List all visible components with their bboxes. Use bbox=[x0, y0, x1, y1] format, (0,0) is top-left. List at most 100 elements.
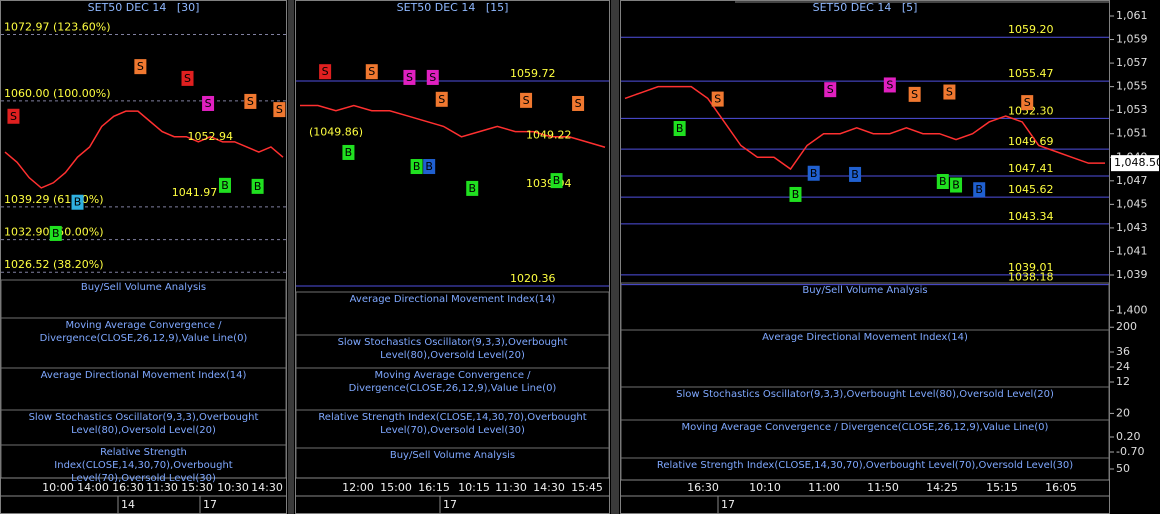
signal-label: B bbox=[975, 183, 983, 196]
y-tick-label: 1,055 bbox=[1116, 80, 1148, 93]
price-line bbox=[300, 104, 606, 148]
indicator-title: Slow Stochastics Oscillator(9,3,3),Overb… bbox=[337, 337, 568, 361]
level-label: 1039.01 bbox=[1008, 261, 1054, 274]
time-label: 11:30 bbox=[495, 481, 527, 494]
signal-label: S bbox=[714, 93, 721, 106]
last-price-label: 1,048.50 bbox=[1114, 156, 1160, 169]
level-label: 1038.18 bbox=[1008, 271, 1054, 284]
signal-marker bbox=[134, 59, 147, 75]
signal-label: S bbox=[205, 97, 212, 110]
signal-marker bbox=[218, 177, 231, 193]
y-tick-label: 24 bbox=[1116, 360, 1130, 373]
y-tick-label: -0.70 bbox=[1116, 445, 1144, 458]
signal-marker bbox=[943, 84, 956, 100]
date-label: 17 bbox=[721, 498, 735, 511]
time-label: 14:00 bbox=[77, 481, 109, 494]
time-label: 14:25 bbox=[926, 481, 958, 494]
y-tick-label: 1,059 bbox=[1116, 33, 1148, 46]
signal-label: S bbox=[10, 110, 17, 123]
indicator-title: Relative Strength Index(CLOSE,14,30,70),… bbox=[54, 447, 233, 484]
time-label: 14:30 bbox=[251, 481, 283, 494]
y-tick-label: 1,043 bbox=[1116, 221, 1148, 234]
level-label: 1043.34 bbox=[1008, 210, 1054, 223]
y-tick-label: 36 bbox=[1116, 345, 1130, 358]
signal-marker bbox=[7, 108, 20, 124]
time-label: 10:00 bbox=[42, 481, 74, 494]
indicator-title: Slow Stochastics Oscillator(9,3,3),Overb… bbox=[676, 389, 1054, 400]
price-note: 1039.94 bbox=[526, 177, 572, 190]
time-label: 10:30 bbox=[217, 481, 249, 494]
signal-marker bbox=[883, 77, 896, 93]
splitter[interactable] bbox=[288, 0, 294, 514]
date-label: 17 bbox=[443, 498, 457, 511]
signal-marker bbox=[936, 173, 949, 189]
price-note: (1049.86) bbox=[309, 125, 363, 138]
signal-label: S bbox=[827, 83, 834, 96]
signal-label: S bbox=[406, 71, 413, 84]
y-tick-label: 1,047 bbox=[1116, 174, 1148, 187]
time-label: 16:30 bbox=[112, 481, 144, 494]
splitter[interactable] bbox=[611, 0, 619, 514]
level-label: 1060.00 (100.00%) bbox=[4, 87, 111, 100]
y-tick-label: 1,053 bbox=[1116, 103, 1148, 116]
y-tick-label: 12 bbox=[1116, 375, 1130, 388]
signal-label: S bbox=[946, 86, 953, 99]
panel-title: SET50 DEC 14 [30] bbox=[88, 1, 200, 14]
signal-marker bbox=[520, 92, 533, 108]
signal-label: B bbox=[468, 182, 476, 195]
last-price-tag bbox=[1111, 155, 1159, 172]
indicator-title: Slow Stochastics Oscillator(9,3,3),Overb… bbox=[28, 412, 259, 436]
indicator-title: Average Directional Movement Index(14) bbox=[762, 332, 968, 343]
signal-marker bbox=[71, 194, 84, 210]
signal-marker bbox=[319, 64, 332, 80]
level-label: 1052.30 bbox=[1008, 104, 1054, 117]
price-note: 1049.22 bbox=[526, 129, 572, 142]
signal-label: S bbox=[137, 60, 144, 73]
y-tick-label: 1,057 bbox=[1116, 56, 1148, 69]
time-label: 15:30 bbox=[181, 481, 213, 494]
indicator-title: Average Directional Movement Index(14) bbox=[349, 294, 556, 305]
signal-marker bbox=[435, 91, 448, 107]
y-tick-label: 1,039 bbox=[1116, 268, 1148, 281]
panel-title: SET50 DEC 14 [5] bbox=[813, 1, 918, 14]
signal-marker bbox=[423, 159, 436, 175]
signal-label: B bbox=[254, 180, 262, 193]
level-label: 1055.47 bbox=[1008, 67, 1054, 80]
indicator-title: Moving Average Convergence / Divergence(… bbox=[681, 422, 1049, 433]
level-label: 1047.41 bbox=[1008, 162, 1054, 175]
price-note: 1041.97 bbox=[172, 186, 218, 199]
level-label: 1020.36 bbox=[510, 272, 556, 285]
indicator-title: Moving Average Convergence / Divergence(… bbox=[39, 320, 248, 344]
signal-marker bbox=[181, 70, 194, 86]
signal-label: S bbox=[322, 65, 329, 78]
time-label: 12:00 bbox=[342, 481, 374, 494]
y-tick-label: 50 bbox=[1116, 462, 1130, 475]
signal-marker bbox=[466, 180, 479, 196]
signal-label: B bbox=[939, 175, 947, 188]
y-tick-label: 1,061 bbox=[1116, 9, 1148, 22]
signal-label: B bbox=[792, 188, 800, 201]
signal-marker bbox=[572, 95, 585, 111]
indicator-title: Buy/Sell Volume Analysis bbox=[80, 282, 207, 293]
indicator-title: Relative Strength Index(CLOSE,14,30,70),… bbox=[318, 412, 587, 436]
signal-label: S bbox=[184, 72, 191, 85]
signal-marker bbox=[908, 86, 921, 102]
signal-label: S bbox=[911, 88, 918, 101]
signal-label: B bbox=[52, 227, 60, 240]
level-label: 1049.69 bbox=[1008, 135, 1054, 148]
y-tick-label: 1,051 bbox=[1116, 127, 1148, 140]
signal-marker bbox=[711, 91, 724, 107]
signal-label: S bbox=[276, 103, 283, 116]
level-label: 1026.52 (38.20%) bbox=[4, 258, 104, 271]
signal-marker bbox=[202, 95, 215, 111]
signal-marker bbox=[1021, 95, 1034, 111]
y-tick-label: 1,045 bbox=[1116, 197, 1148, 210]
signal-label: B bbox=[810, 167, 818, 180]
signal-marker bbox=[365, 64, 378, 80]
time-label: 16:30 bbox=[687, 481, 719, 494]
time-label: 16:05 bbox=[1045, 481, 1077, 494]
signal-marker bbox=[950, 177, 963, 193]
signal-label: S bbox=[575, 97, 582, 110]
time-label: 16:15 bbox=[418, 481, 450, 494]
